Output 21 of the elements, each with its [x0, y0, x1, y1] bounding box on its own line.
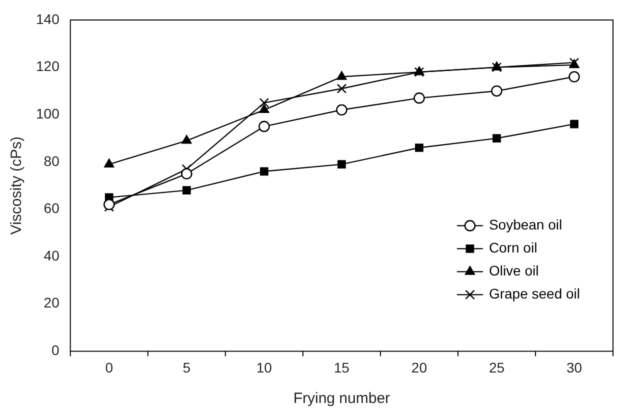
y-tick-label: 140	[36, 10, 60, 27]
y-tick-label: 80	[44, 152, 60, 169]
x-axis-title: Frying number	[293, 390, 390, 408]
y-tick-label: 60	[44, 200, 60, 216]
legend-label: Grape seed oil	[488, 286, 580, 302]
y-tick-label: 100	[36, 105, 60, 122]
x-tick-label: 20	[411, 359, 428, 376]
x-tick-label: 10	[256, 359, 272, 376]
legend-label: Corn oil	[488, 240, 538, 256]
y-axis-title: Viscosity (cPs)	[8, 136, 26, 235]
y-tick-label: 20	[44, 294, 60, 311]
legend-label: Olive oil	[488, 262, 539, 279]
x-tick-label: 30	[566, 359, 582, 376]
x-tick-label: 5	[182, 359, 191, 376]
legend-label: Soybean oil	[488, 216, 562, 233]
y-tick-label: 40	[44, 247, 60, 264]
x-tick-label: 25	[488, 359, 505, 376]
x-tick-label: 0	[105, 359, 114, 376]
y-tick-label: 120	[36, 58, 60, 74]
x-tick-label: 15	[334, 359, 350, 376]
y-tick-label: 0	[52, 342, 60, 358]
